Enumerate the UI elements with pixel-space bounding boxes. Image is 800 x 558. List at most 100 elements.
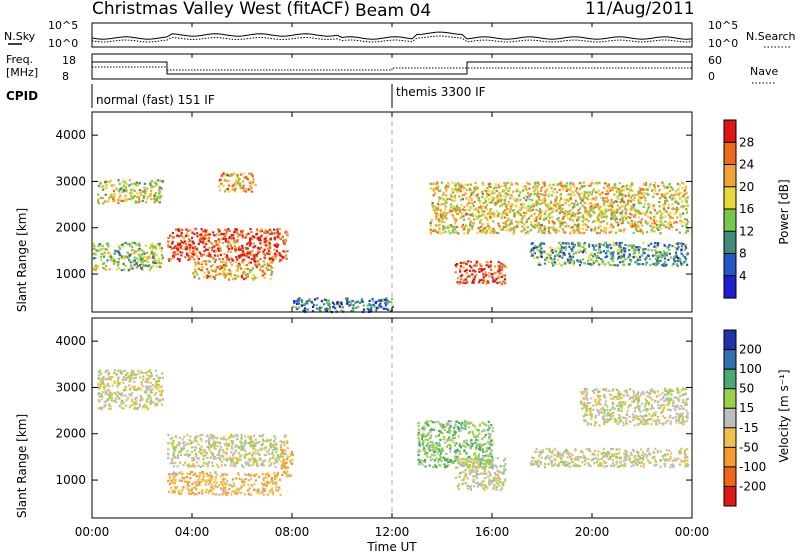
- echo-cell: [463, 226, 465, 228]
- echo-cell: [256, 264, 258, 266]
- echo-cell: [472, 203, 474, 205]
- echo-cell: [582, 258, 584, 260]
- echo-cell: [589, 208, 591, 210]
- echo-cell: [572, 256, 574, 258]
- echo-cell: [170, 462, 172, 464]
- echo-cell: [636, 256, 638, 258]
- echo-cell: [561, 222, 563, 224]
- echo-cell: [605, 252, 607, 254]
- echo-cell: [674, 260, 676, 262]
- echo-cell: [534, 182, 536, 184]
- echo-cell: [133, 252, 135, 254]
- echo-cell: [673, 256, 675, 258]
- echo-cell: [249, 185, 251, 187]
- echo-cell: [190, 245, 192, 247]
- echo-cell: [183, 237, 185, 239]
- echo-cell: [252, 178, 254, 180]
- echo-cell: [235, 477, 237, 479]
- echo-cell: [443, 192, 445, 194]
- echo-cell: [117, 379, 119, 381]
- echo-cell: [224, 478, 226, 480]
- echo-cell: [654, 242, 656, 244]
- echo-cell: [681, 205, 683, 207]
- echo-cell: [442, 221, 444, 223]
- echo-cell: [685, 244, 687, 246]
- echo-cell: [372, 298, 374, 300]
- echo-cell: [261, 444, 263, 446]
- echo-cell: [201, 434, 203, 436]
- echo-cell: [291, 459, 293, 461]
- echo-cell: [354, 307, 356, 309]
- echo-cell: [619, 261, 621, 263]
- echo-cell: [197, 479, 199, 481]
- echo-cell: [232, 234, 234, 236]
- echo-cell: [545, 259, 547, 261]
- echo-cell: [216, 233, 218, 235]
- echo-cell: [571, 243, 573, 245]
- echo-cell: [122, 263, 124, 265]
- echo-cell: [494, 265, 496, 267]
- echo-cell: [498, 186, 500, 188]
- echo-cell: [463, 232, 465, 234]
- echo-cell: [544, 211, 546, 213]
- echo-cell: [181, 448, 183, 450]
- echo-cell: [433, 183, 435, 185]
- echo-cell: [111, 260, 113, 262]
- echo-cell: [189, 473, 191, 475]
- echo-cell: [249, 228, 251, 230]
- echo-cell: [586, 212, 588, 214]
- echo-cell: [570, 193, 572, 195]
- echo-cell: [259, 457, 261, 459]
- echo-cell: [101, 398, 103, 400]
- echo-cell: [194, 228, 196, 230]
- echo-cell: [123, 198, 125, 200]
- echo-cell: [685, 232, 687, 234]
- echo-cell: [280, 494, 282, 496]
- echo-cell: [247, 484, 249, 486]
- echo-cell: [266, 252, 268, 254]
- echo-cell: [622, 200, 624, 202]
- echo-cell: [668, 204, 670, 206]
- echo-cell: [274, 438, 276, 440]
- echo-cell: [454, 228, 456, 230]
- echo-cell: [196, 440, 198, 442]
- echo-cell: [227, 492, 229, 494]
- echo-cell: [119, 382, 121, 384]
- echo-cell: [591, 252, 593, 254]
- echo-cell: [504, 199, 506, 201]
- echo-cell: [548, 257, 550, 259]
- echo-cell: [199, 472, 201, 474]
- echo-cell: [221, 493, 223, 495]
- echo-cell: [160, 250, 162, 252]
- echo-cell: [686, 253, 688, 255]
- echo-cell: [152, 186, 154, 188]
- echo-cell: [138, 373, 140, 375]
- echo-cell: [200, 438, 202, 440]
- echo-cell: [662, 194, 664, 196]
- echo-cell: [628, 249, 630, 251]
- echo-cell: [507, 208, 509, 210]
- echo-cell: [213, 234, 215, 236]
- echo-cell: [622, 261, 624, 263]
- echo-cell: [215, 241, 217, 243]
- echo-cell: [576, 192, 578, 194]
- echo-cell: [631, 198, 633, 200]
- echo-cell: [131, 249, 133, 251]
- echo-cell: [459, 268, 461, 270]
- echo-cell: [646, 262, 648, 264]
- echo-cell: [631, 183, 633, 185]
- echo-cell: [178, 230, 180, 232]
- echo-cell: [236, 459, 238, 461]
- echo-cell: [439, 439, 441, 441]
- echo-cell: [374, 306, 376, 308]
- echo-cell: [259, 435, 261, 437]
- echo-cell: [213, 445, 215, 447]
- echo-cell: [117, 262, 119, 264]
- echo-cell: [220, 179, 222, 181]
- echo-cell: [473, 453, 475, 455]
- echo-cell: [193, 242, 195, 244]
- echo-cell: [471, 228, 473, 230]
- echo-cell: [483, 280, 485, 282]
- echo-cell: [643, 252, 645, 254]
- echo-cell: [520, 214, 522, 216]
